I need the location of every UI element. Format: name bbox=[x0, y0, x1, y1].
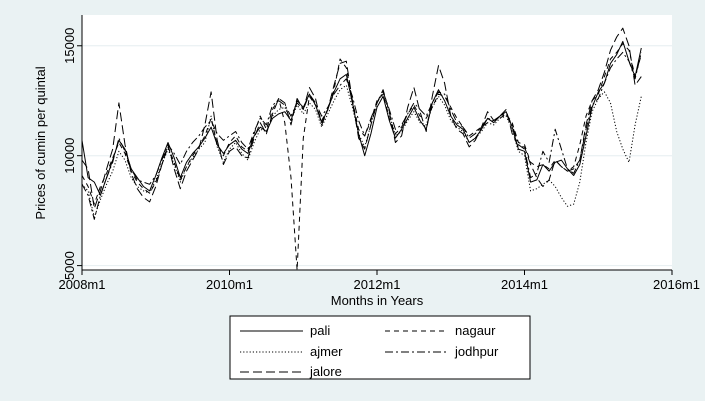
grid-lines bbox=[82, 45, 672, 267]
x-tick-label: 2010m1 bbox=[206, 277, 253, 292]
plot-area bbox=[82, 15, 672, 270]
y-axis-ticks: 5000 10000 15000 bbox=[62, 28, 82, 280]
x-tick-label: 2012m1 bbox=[354, 277, 401, 292]
x-tick-label: 2008m1 bbox=[59, 277, 106, 292]
series-line-jalore bbox=[81, 27, 642, 209]
x-axis-ticks: 2008m1 2010m1 2012m1 2014m1 2016m1 bbox=[59, 270, 700, 292]
x-tick-label: 2014m1 bbox=[501, 277, 548, 292]
y-tick-label: 15000 bbox=[62, 28, 77, 64]
series-line-pali bbox=[81, 40, 642, 196]
y-axis-title: Prices of cumin per quintal bbox=[33, 66, 48, 219]
y-tick-label: 5000 bbox=[62, 251, 77, 280]
series-line-ajmer bbox=[81, 84, 642, 218]
legend-label-pali: pali bbox=[310, 323, 330, 338]
series-line-jodhpur bbox=[81, 51, 642, 220]
legend-label-jodhpur: jodhpur bbox=[454, 344, 499, 359]
legend-label-jalore: jalore bbox=[309, 364, 342, 379]
legend-label-nagaur: nagaur bbox=[455, 323, 496, 338]
legend-box bbox=[229, 315, 531, 380]
series-lines bbox=[81, 27, 642, 271]
legend: pali nagaur ajmer jodhpur jalore bbox=[229, 315, 531, 380]
x-tick-label: 2016m1 bbox=[653, 277, 700, 292]
series-line-nagaur bbox=[81, 43, 642, 271]
y-tick-label: 10000 bbox=[62, 138, 77, 174]
legend-label-ajmer: ajmer bbox=[310, 344, 343, 359]
x-axis-title: Months in Years bbox=[331, 293, 424, 308]
